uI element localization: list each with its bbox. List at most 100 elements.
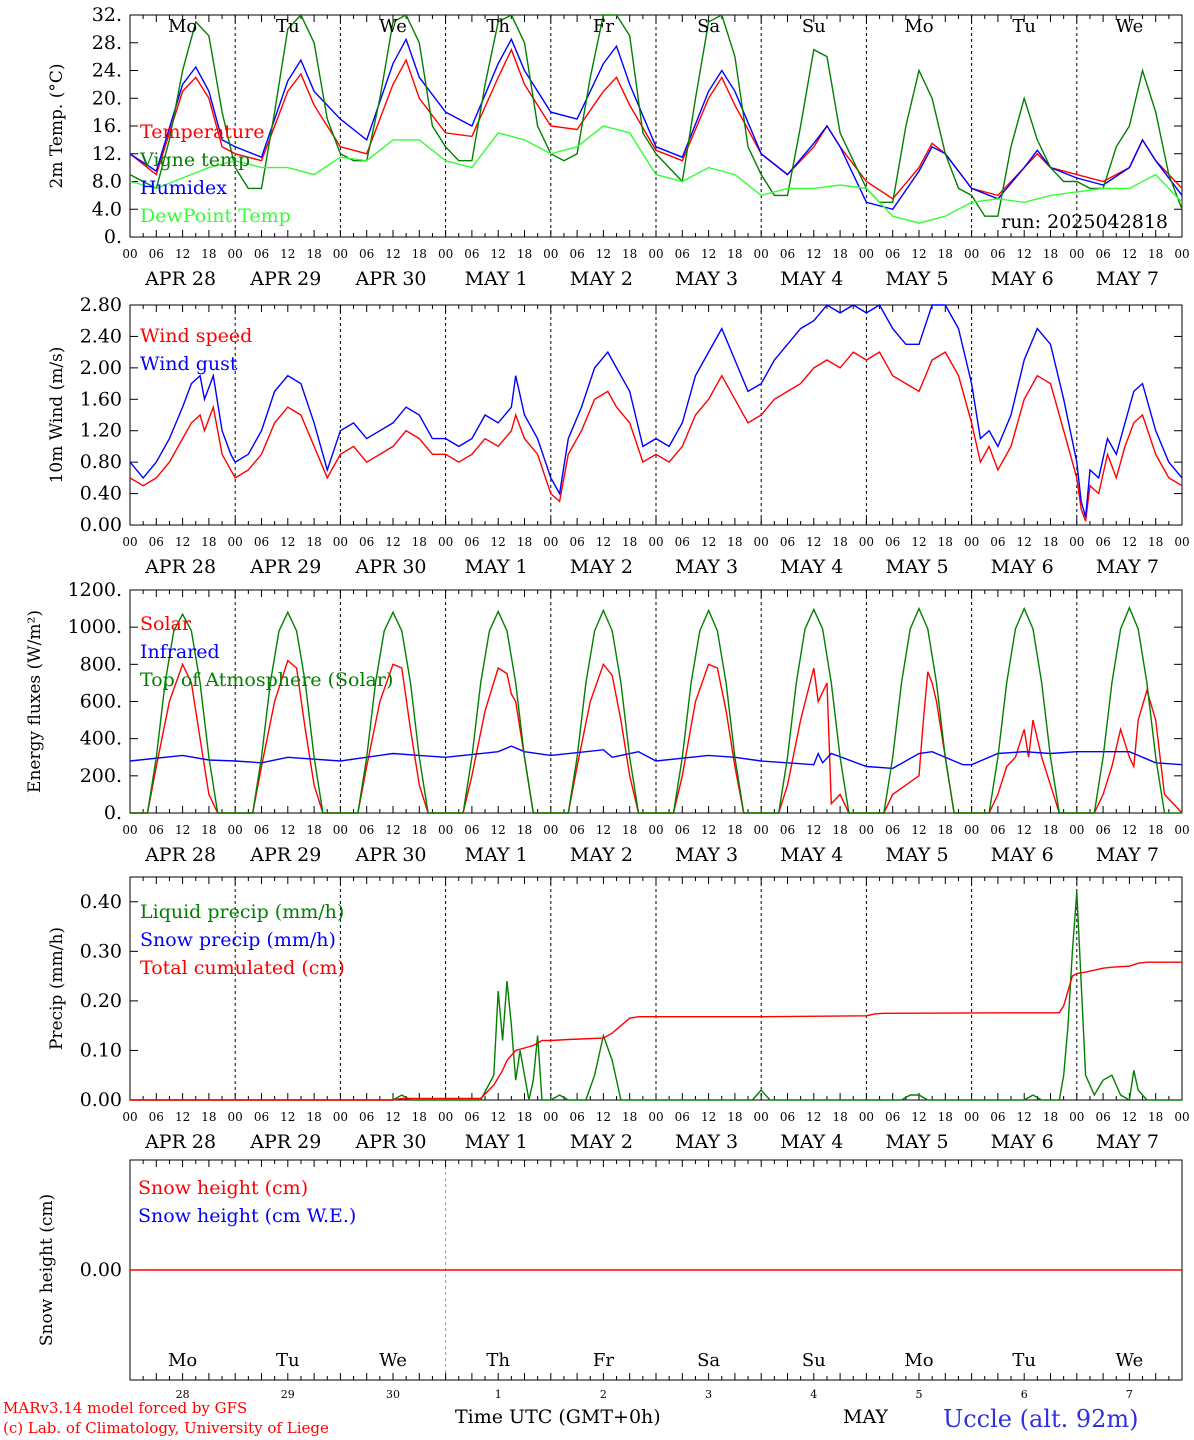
day-label: MAY 6 — [991, 268, 1054, 290]
hour-tick-label: 00 — [964, 247, 979, 261]
hour-tick-label: 00 — [754, 823, 769, 837]
hour-tick-label: 06 — [149, 247, 164, 261]
series-line — [129, 351, 1183, 522]
hour-tick-label: 06 — [254, 823, 269, 837]
hour-tick-label: 00 — [754, 247, 769, 261]
hour-tick-label: 18 — [727, 1110, 742, 1124]
hour-tick-label: 00 — [1069, 247, 1084, 261]
hour-tick-label: 18 — [1148, 535, 1163, 549]
day-number: 6 — [1021, 1388, 1028, 1401]
hour-tick-label: 06 — [464, 1110, 479, 1124]
hour-tick-label: 12 — [701, 823, 716, 837]
hour-tick-label: 12 — [806, 535, 821, 549]
y-tick-label: 24. — [92, 60, 122, 82]
y-tick-label: 0.10 — [80, 1039, 122, 1061]
hour-tick-label: 12 — [175, 247, 190, 261]
legend-item: Snow height (cm) — [138, 1177, 308, 1199]
hour-tick-label: 12 — [701, 535, 716, 549]
day-label: MAY 2 — [570, 1131, 633, 1153]
y-tick-label: 2.40 — [80, 325, 122, 347]
y-tick-label: 0. — [104, 226, 122, 248]
day-label: MAY 6 — [991, 1131, 1054, 1153]
hour-tick-label: 00 — [438, 823, 453, 837]
y-tick-label: 12. — [92, 143, 122, 165]
panel-1: 0. 4.0 8.0 12. 16. 20. 24. 28. 32. 2m Temp. (°C) 0… — [47, 4, 1190, 290]
hour-tick-label: 00 — [122, 1110, 137, 1124]
hour-tick-label: 18 — [1148, 1110, 1163, 1124]
day-label: MAY 4 — [780, 844, 843, 866]
hour-tick-label: 00 — [228, 247, 243, 261]
hour-tick-label: 06 — [149, 823, 164, 837]
model-credit: MARv3.14 model forced by GFS — [3, 1399, 247, 1417]
hour-tick-label: 18 — [938, 823, 953, 837]
y-tick-label: 1.20 — [80, 420, 122, 442]
day-label: MAY 2 — [570, 268, 633, 290]
hour-tick-label: 00 — [122, 535, 137, 549]
day-number: 2 — [600, 1388, 607, 1401]
day-label: MAY 4 — [780, 1131, 843, 1153]
hour-tick-label: 18 — [622, 1110, 637, 1124]
hour-tick-label: 18 — [306, 823, 321, 837]
hour-tick-label: 00 — [438, 535, 453, 549]
hour-tick-label: 00 — [122, 247, 137, 261]
hour-tick-label: 06 — [569, 1110, 584, 1124]
hour-tick-label: 18 — [1043, 823, 1058, 837]
hour-tick-label: 12 — [280, 247, 295, 261]
y-axis-label: Precip (mm/h) — [47, 927, 67, 1050]
day-label: MAY 5 — [885, 268, 948, 290]
hour-tick-label: 00 — [754, 1110, 769, 1124]
day-name-bottom: Su — [802, 1350, 826, 1371]
hour-tick-label: 12 — [491, 1110, 506, 1124]
hour-tick-label: 18 — [412, 247, 427, 261]
legend-item: Snow height (cm W.E.) — [138, 1205, 356, 1227]
hour-tick-label: 18 — [306, 1110, 321, 1124]
hour-tick-label: 06 — [464, 823, 479, 837]
day-label: APR 29 — [249, 556, 321, 578]
day-number: 1 — [495, 1388, 502, 1401]
legend-item: Temperature — [140, 121, 264, 143]
hour-tick-label: 00 — [333, 535, 348, 549]
y-tick-label: 1000. — [68, 616, 122, 638]
hour-tick-label: 12 — [596, 535, 611, 549]
hour-tick-label: 00 — [1069, 1110, 1084, 1124]
hour-tick-label: 18 — [1043, 535, 1058, 549]
hour-tick-label: 12 — [1017, 823, 1032, 837]
hour-tick-label: 06 — [990, 535, 1005, 549]
y-tick-label: 0.40 — [80, 483, 122, 505]
legend-item: Humidex — [140, 177, 227, 199]
hour-tick-label: 06 — [149, 1110, 164, 1124]
hour-tick-label: 06 — [780, 823, 795, 837]
y-tick-label: 1200. — [68, 579, 122, 601]
footer: MARv3.14 model forced by GFS (c) Lab. of… — [3, 1399, 1139, 1437]
y-tick-label: 20. — [92, 87, 122, 109]
day-name: We — [1116, 16, 1144, 37]
hour-tick-label: 18 — [306, 535, 321, 549]
hour-tick-label: 06 — [464, 535, 479, 549]
hour-tick-label: 06 — [990, 247, 1005, 261]
hour-tick-label: 12 — [911, 247, 926, 261]
hour-tick-label: 12 — [596, 1110, 611, 1124]
hour-tick-label: 00 — [438, 1110, 453, 1124]
legend-item: Solar — [140, 613, 192, 635]
hour-tick-label: 18 — [938, 1110, 953, 1124]
hour-tick-label: 18 — [832, 823, 847, 837]
hour-tick-label: 18 — [517, 247, 532, 261]
hour-tick-label: 06 — [675, 247, 690, 261]
series-line — [130, 961, 1182, 1101]
day-name: Tu — [1012, 16, 1036, 37]
hour-tick-label: 18 — [1043, 247, 1058, 261]
hour-tick-label: 18 — [1043, 1110, 1058, 1124]
day-name-bottom: Mo — [904, 1350, 933, 1371]
hour-tick-label: 12 — [1017, 535, 1032, 549]
day-label: APR 28 — [144, 1131, 216, 1153]
hour-tick-label: 06 — [780, 535, 795, 549]
legend-item: Wind gust — [140, 353, 238, 375]
hour-tick-label: 00 — [333, 823, 348, 837]
hour-tick-label: 18 — [517, 535, 532, 549]
legend-item: Wind speed — [140, 325, 252, 347]
day-name: Fr — [593, 16, 614, 37]
y-tick-label: 28. — [92, 32, 122, 54]
day-label: MAY 1 — [465, 1131, 528, 1153]
series-line — [129, 37, 1183, 211]
